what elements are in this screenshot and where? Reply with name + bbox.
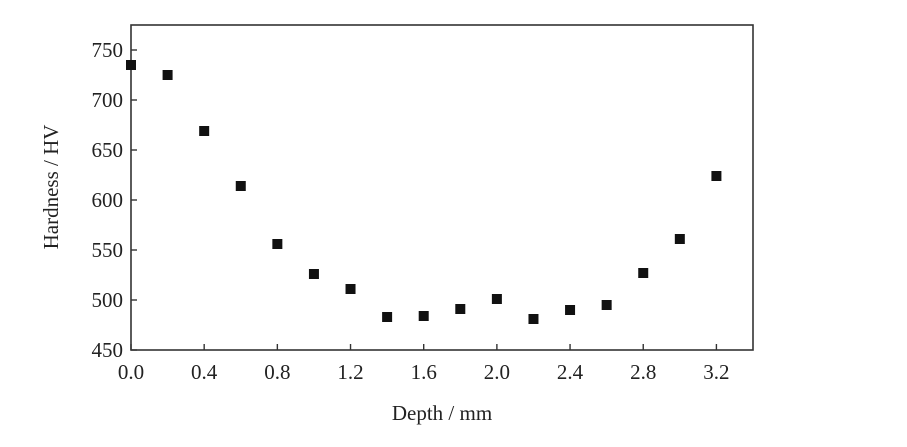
x-tick-label: 2.0 bbox=[484, 360, 510, 384]
data-point bbox=[418, 311, 429, 321]
y-tick-label: 600 bbox=[92, 188, 124, 212]
y-axis-title: Hardness / HV bbox=[39, 125, 63, 250]
x-tick-label: 3.2 bbox=[703, 360, 729, 384]
data-point bbox=[162, 70, 173, 80]
data-point bbox=[601, 300, 612, 310]
data-point bbox=[711, 171, 722, 181]
data-point bbox=[272, 239, 283, 249]
y-tick-label: 500 bbox=[92, 288, 124, 312]
y-tick-label: 550 bbox=[92, 238, 124, 262]
y-axis-ticks: 450 500 550 600 650 700 750 bbox=[92, 38, 137, 362]
y-tick-label: 750 bbox=[92, 38, 124, 62]
data-point bbox=[638, 268, 649, 278]
data-point bbox=[126, 60, 136, 70]
x-tick-label: 0.4 bbox=[191, 360, 218, 384]
data-point bbox=[491, 294, 502, 304]
data-point bbox=[382, 312, 393, 322]
data-point bbox=[565, 305, 576, 315]
data-point bbox=[199, 126, 210, 136]
data-point bbox=[674, 234, 685, 244]
data-points bbox=[126, 60, 722, 324]
y-tick-label: 650 bbox=[92, 138, 124, 162]
x-tick-label: 2.4 bbox=[557, 360, 584, 384]
y-tick-label: 450 bbox=[92, 338, 124, 362]
y-tick-label: 700 bbox=[92, 88, 124, 112]
x-tick-label: 0.8 bbox=[264, 360, 290, 384]
x-axis-title: Depth / mm bbox=[392, 401, 492, 425]
x-tick-label: 2.8 bbox=[630, 360, 656, 384]
data-point bbox=[455, 304, 466, 314]
data-point bbox=[528, 314, 539, 324]
data-point bbox=[308, 269, 319, 279]
x-axis-ticks: 0.0 0.4 0.8 1.2 1.6 2.0 2.4 2.8 3.2 bbox=[118, 344, 730, 384]
x-tick-label: 0.0 bbox=[118, 360, 144, 384]
data-point bbox=[345, 284, 356, 294]
x-tick-label: 1.2 bbox=[337, 360, 363, 384]
plot-frame bbox=[130, 24, 754, 351]
data-point bbox=[235, 181, 246, 191]
x-tick-label: 1.6 bbox=[411, 360, 437, 384]
